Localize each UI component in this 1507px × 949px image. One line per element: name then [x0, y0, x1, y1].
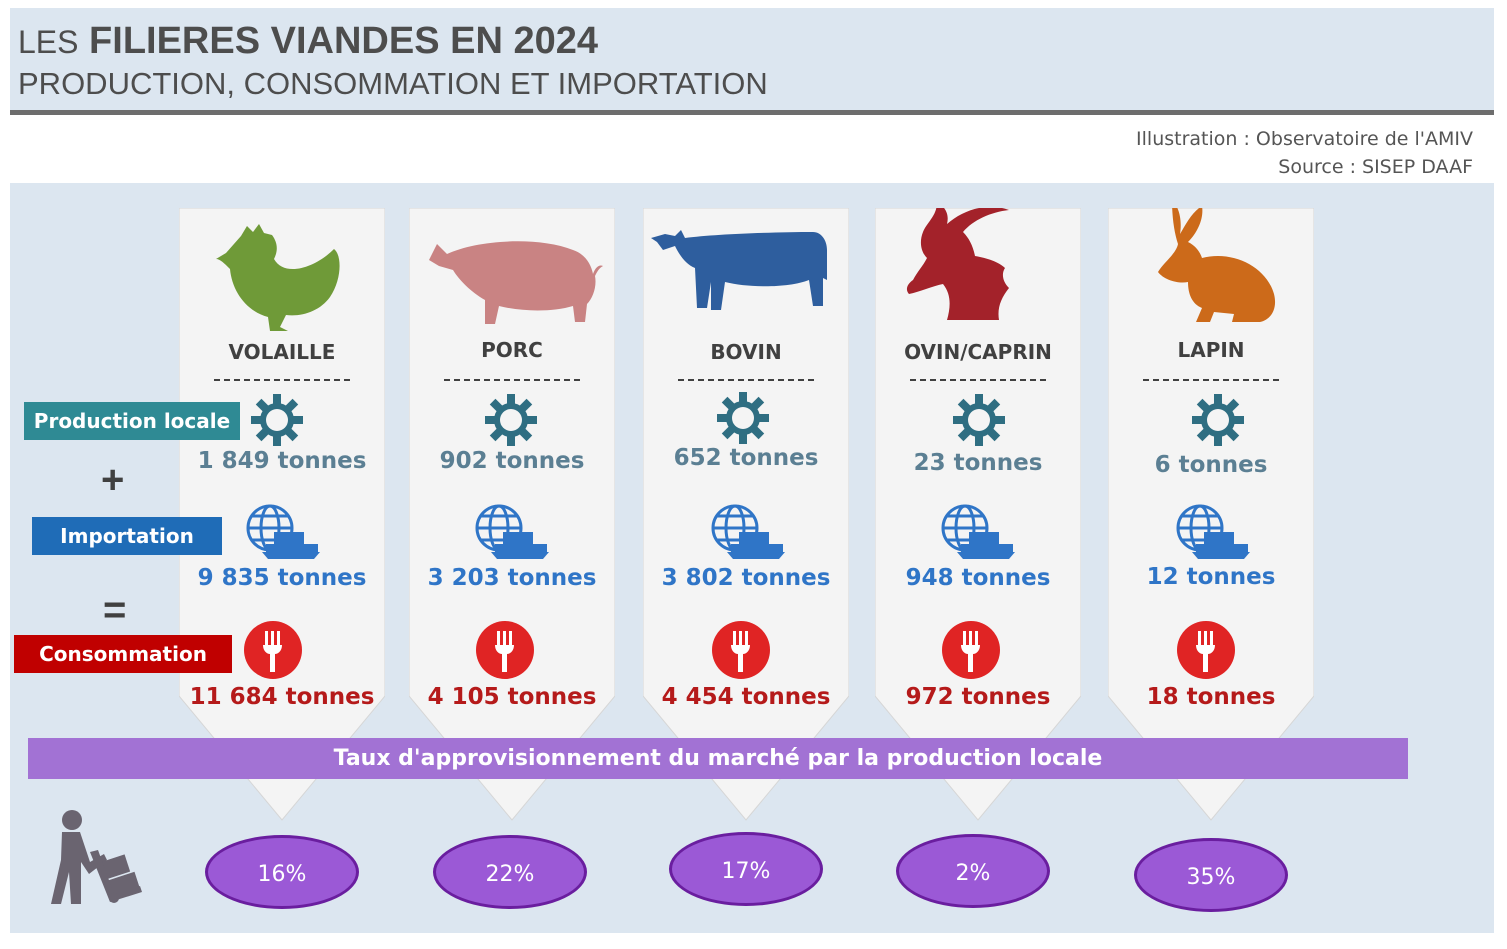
rate-banner: Taux d'approvisionnement du marché par l… — [28, 738, 1408, 779]
globe-ship-icon — [711, 504, 785, 559]
hand-truck-worker-icon — [51, 810, 142, 904]
legend-importation: Importation — [32, 517, 222, 555]
rate-volaille: 16% — [205, 835, 359, 909]
importation-value: 9 835 tonnes — [197, 565, 367, 591]
page-title: LES FILIERES VIANDES EN 2024 — [18, 20, 598, 63]
gear-icon — [953, 394, 1005, 446]
title-main: FILIERES VIANDES EN 2024 — [89, 20, 598, 62]
column-name: BOVIN — [710, 340, 782, 364]
globe-ship-icon — [1176, 504, 1250, 559]
cow-icon — [651, 230, 827, 310]
consommation-value: 4 105 tonnes — [427, 684, 597, 710]
fork-plate-icon — [1177, 621, 1235, 679]
dashed-divider — [910, 379, 1046, 381]
importation-value: 948 tonnes — [905, 565, 1051, 591]
equals-sign: = — [103, 588, 127, 632]
column-ovin-caprin: OVIN/CAPRIN 23 tonnes 948 tonnes 972 ton… — [875, 208, 1081, 828]
dashed-divider — [214, 379, 350, 381]
importation-value: 12 tonnes — [1146, 564, 1276, 590]
consommation-value: 4 454 tonnes — [661, 684, 831, 710]
rate-ovin-caprin: 2% — [896, 834, 1050, 908]
consommation-value: 972 tonnes — [905, 684, 1051, 710]
fork-plate-icon — [476, 621, 534, 679]
column-name: LAPIN — [1177, 338, 1245, 362]
goat-icon — [906, 208, 1009, 320]
fork-plate-icon — [712, 621, 770, 679]
dashed-divider — [444, 379, 580, 381]
rabbit-icon — [1158, 208, 1275, 322]
header-banner: LES FILIERES VIANDES EN 2024 PRODUCTION,… — [10, 8, 1494, 110]
legend-production: Production locale — [24, 402, 240, 440]
consommation-value: 11 684 tonnes — [189, 684, 375, 710]
globe-ship-icon — [941, 504, 1015, 559]
consommation-value: 18 tonnes — [1146, 684, 1276, 710]
dashed-divider — [1143, 379, 1279, 381]
pig-icon — [429, 241, 603, 324]
importation-value: 3 802 tonnes — [661, 565, 831, 591]
rate-lapin: 35% — [1134, 838, 1288, 912]
rate-bovin: 17% — [669, 832, 823, 906]
source-credit: Source : SISEP DAAF — [1278, 156, 1473, 178]
gear-icon — [251, 394, 303, 446]
chicken-icon — [216, 224, 340, 331]
illustration-credit: Illustration : Observatoire de l'AMIV — [1136, 128, 1473, 150]
fork-plate-icon — [942, 621, 1000, 679]
column-lapin: LAPIN 6 tonnes 12 tonnes 18 tonnes — [1108, 208, 1314, 828]
column-name: PORC — [481, 338, 543, 362]
column-bovin: BOVIN 652 tonnes 3 802 tonnes 4 454 tonn… — [643, 208, 849, 828]
column-name: OVIN/CAPRIN — [904, 340, 1052, 364]
gear-icon — [1192, 394, 1244, 446]
globe-ship-icon — [246, 504, 320, 559]
column-name: VOLAILLE — [228, 340, 336, 364]
legend-consommation: Consommation — [14, 635, 232, 673]
rate-porc: 22% — [433, 835, 587, 909]
gear-icon — [485, 394, 537, 446]
page-subtitle: PRODUCTION, CONSOMMATION ET IMPORTATION — [18, 66, 768, 101]
dashed-divider — [678, 379, 814, 381]
globe-ship-icon — [475, 504, 549, 559]
plus-sign: + — [101, 458, 125, 502]
fork-plate-icon — [244, 621, 302, 679]
production-value: 902 tonnes — [439, 448, 585, 474]
production-value: 1 849 tonnes — [197, 448, 367, 474]
gear-icon — [717, 392, 769, 444]
importation-value: 3 203 tonnes — [427, 565, 597, 591]
column-porc: PORC 902 tonnes 3 203 tonnes 4 105 tonne… — [409, 208, 615, 828]
header-divider — [10, 110, 1494, 115]
title-prefix: LES — [18, 24, 79, 60]
production-value: 23 tonnes — [913, 450, 1043, 476]
production-value: 6 tonnes — [1154, 452, 1268, 478]
production-value: 652 tonnes — [673, 445, 819, 471]
